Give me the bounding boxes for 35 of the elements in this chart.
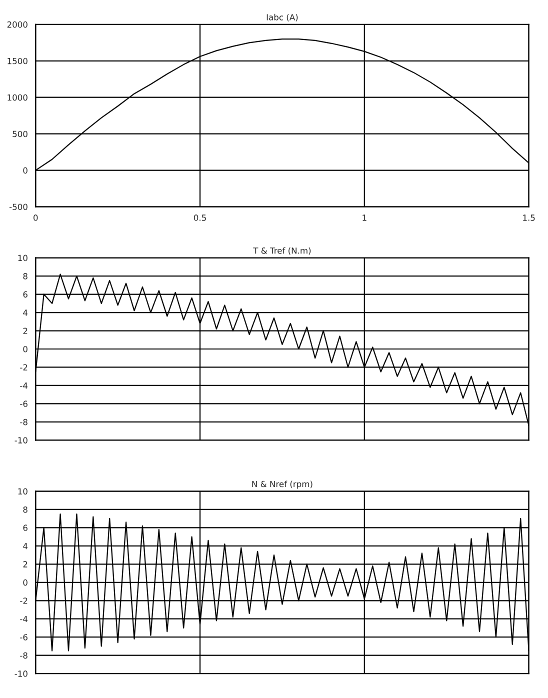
y-tick-label: 0 [23,167,28,174]
y-tick-label: 4 [23,543,28,550]
y-tick-label: 10 [18,488,28,495]
y-tick-label: 10 [18,254,28,262]
y-tick-label: 8 [23,273,28,280]
y-tick-label: 0 [23,346,28,352]
chart-title: N & Nref (rpm) [252,480,312,489]
x-tick-label: 0.5 [194,214,206,221]
x-tick-label: 1.5 [523,214,535,221]
y-tick-label: -8 [20,652,28,659]
x-tick-label: 0 [34,214,38,221]
y-tick-label: -2 [20,598,28,604]
y-tick-label: 6 [23,524,28,531]
y-tick-label: 500 [12,130,28,138]
y-tick-label: 6 [23,291,28,298]
x-tick-label: 1 [362,214,366,221]
y-tick-label: 2000 [7,21,28,28]
y-tick-label: 4 [23,310,28,316]
y-tick-label: -6 [20,400,28,407]
y-tick-label: 0 [23,579,28,586]
y-tick-label: 1000 [8,94,28,101]
y-tick-label: -4 [20,382,28,389]
y-tick-label: -6 [20,634,28,640]
y-tick-label: -4 [20,616,28,622]
chart-title: T & Tref (N.m) [253,247,311,255]
y-tick-label: -10 [14,670,28,677]
y-tick-label: -500 [9,204,28,210]
y-tick-label: -10 [14,437,28,444]
y-tick-label: -8 [20,418,28,426]
y-tick-label: -2 [20,364,28,370]
y-tick-label: 1500 [8,58,28,64]
y-tick-label: 2 [23,561,28,568]
y-tick-label: 2 [23,328,28,334]
chart-title: Iabc (A) [266,14,298,22]
y-tick-label: 8 [23,506,28,513]
